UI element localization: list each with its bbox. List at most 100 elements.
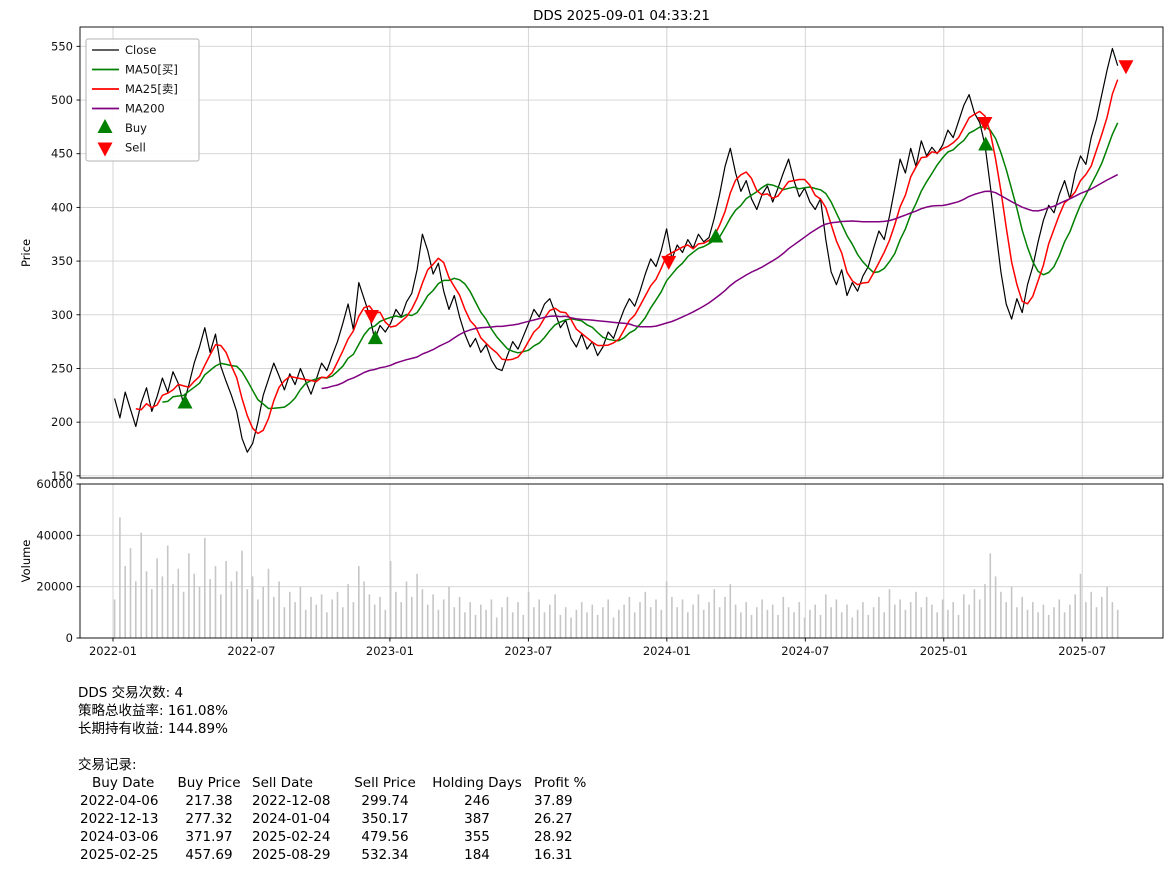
volume-axis-label: Volume xyxy=(19,540,33,583)
trade-cell: 2024-01-04 xyxy=(252,811,331,827)
volume-bar xyxy=(697,594,700,638)
volume-bar xyxy=(432,594,434,638)
trade-cell: 299.74 xyxy=(361,793,409,809)
trade-cell: 371.97 xyxy=(185,829,233,845)
volume-bar xyxy=(883,612,885,638)
volume-bar xyxy=(331,599,333,638)
volume-bar xyxy=(596,614,599,638)
volume-bar xyxy=(909,602,912,638)
trade-cell: 277.32 xyxy=(185,811,233,827)
trade-cell: 355 xyxy=(464,829,490,845)
volume-bar xyxy=(230,581,233,638)
volume-bars xyxy=(113,517,1119,638)
volume-bar xyxy=(798,602,801,638)
buy-marker xyxy=(367,330,383,345)
volume-bar xyxy=(1037,612,1039,638)
volume-bar xyxy=(326,612,328,638)
volume-bar xyxy=(1042,604,1045,638)
volume-bar xyxy=(278,581,280,638)
volume-bar xyxy=(756,607,758,638)
legend-label: Buy xyxy=(125,121,147,135)
volume-bar xyxy=(623,604,625,638)
volume-bar xyxy=(830,607,832,638)
volume-bar xyxy=(559,614,562,638)
volume-bar xyxy=(628,596,631,638)
volume-bar xyxy=(1116,609,1119,638)
ma50-line xyxy=(162,122,1119,410)
volume-bar xyxy=(379,596,381,638)
tick-labels: 150 200 250 300 350 400 450 500 550 0 20000 40000 60… xyxy=(36,39,1106,658)
volume-bar xyxy=(793,612,795,638)
volume-bar xyxy=(517,602,519,638)
volume-bar xyxy=(1005,602,1007,638)
grid-lines xyxy=(80,27,1163,639)
volume-bar xyxy=(538,599,540,638)
volume-bar xyxy=(978,599,981,638)
legend-label: Sell xyxy=(125,141,146,155)
volume-bar xyxy=(214,566,217,638)
x-tick-label: 2023-01 xyxy=(366,644,414,658)
volume-bar xyxy=(692,604,694,638)
legend-buy-triangle-icon xyxy=(97,119,113,133)
volume-bar xyxy=(819,614,822,638)
volume-bar xyxy=(124,566,126,638)
volume-bar xyxy=(1058,599,1061,638)
volume-bar xyxy=(872,607,875,638)
volume-bar xyxy=(713,589,716,638)
volume-bar xyxy=(411,596,413,638)
volume-bar xyxy=(336,591,339,638)
volume-bar xyxy=(426,604,429,638)
volume-bar xyxy=(235,571,238,638)
volume-bar xyxy=(639,602,641,638)
volume-bar xyxy=(580,602,583,638)
volume-bar xyxy=(140,532,142,638)
volume-bar xyxy=(554,594,556,638)
volume-bar xyxy=(129,548,132,638)
volume-bar xyxy=(416,573,418,638)
price-tick-label: 350 xyxy=(51,254,73,268)
volume-bar xyxy=(957,614,960,638)
volume-bar xyxy=(405,581,408,638)
x-tick-label: 2025-07 xyxy=(1058,644,1106,658)
volume-bar xyxy=(458,596,461,638)
trade-records-title: 交易记录: xyxy=(78,757,137,773)
trade-cell: 246 xyxy=(464,793,490,809)
volume-bar xyxy=(522,614,525,638)
volume-bar xyxy=(257,599,259,638)
volume-tick-label: 60000 xyxy=(36,477,73,491)
trade-table-row: 2025-02-25 457.69 2025-08-29 532.34 184 16.31 xyxy=(78,846,592,864)
volume-bar xyxy=(761,599,763,638)
volume-bar xyxy=(973,589,976,638)
volume-bar xyxy=(618,609,620,638)
volume-bar xyxy=(676,607,678,638)
volume-tick-label: 0 xyxy=(66,631,73,645)
volume-bar xyxy=(490,599,493,638)
volume-bar xyxy=(384,609,387,638)
volume-bar xyxy=(649,607,652,638)
volume-bar xyxy=(1063,612,1066,638)
x-tick-label: 2022-01 xyxy=(89,644,137,658)
trade-table: Buy Date Buy Price Sell Date Sell Price Hold… xyxy=(78,774,592,864)
price-volume-chart: Price Volume 150 200 250 300 350 400 450 500 550… xyxy=(19,26,1164,658)
volume-bar xyxy=(687,612,689,638)
volume-bar xyxy=(952,602,954,638)
volume-bar xyxy=(246,589,249,638)
volume-bar xyxy=(575,609,578,638)
volume-plot-border xyxy=(79,483,1164,639)
volume-bar xyxy=(734,604,737,638)
volume-bar xyxy=(681,599,684,638)
volume-bar xyxy=(299,586,302,638)
x-tick-label: 2022-07 xyxy=(227,644,275,658)
sell-marker xyxy=(661,255,677,270)
volume-bar xyxy=(342,607,344,638)
volume-bar xyxy=(984,584,986,638)
trade-col-header: Holding Days xyxy=(432,775,522,791)
volume-bar xyxy=(1000,591,1002,638)
volume-bar xyxy=(904,609,907,638)
volume-bar xyxy=(724,596,726,638)
volume-bar xyxy=(989,553,992,638)
volume-bar xyxy=(899,599,901,638)
legend-label: MA50[买] xyxy=(125,63,178,77)
volume-bar xyxy=(665,581,668,638)
volume-bar xyxy=(671,596,673,638)
